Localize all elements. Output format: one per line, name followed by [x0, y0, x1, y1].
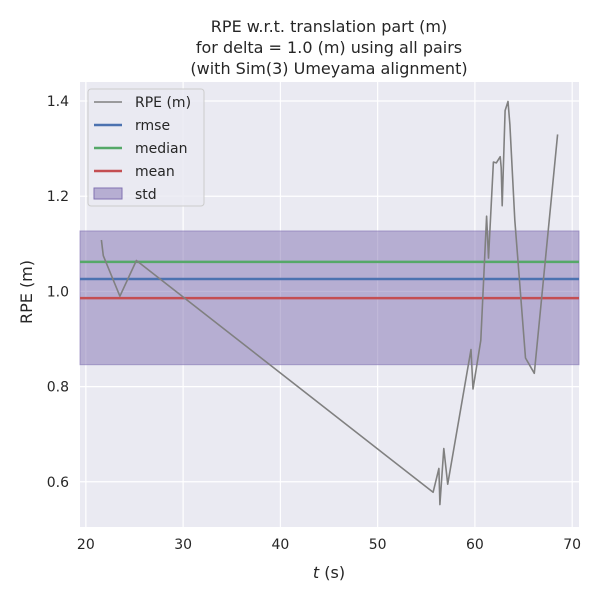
x-tick-labels: 20 30 40 50 60 70	[77, 537, 581, 553]
legend-label-mean: mean	[135, 164, 175, 180]
y-axis-label: RPE (m)	[17, 260, 36, 324]
series-line-rpe	[100, 100, 559, 506]
legend: RPE (m) rmse median mean std	[87, 88, 205, 207]
legend-label-rpe: RPE (m)	[135, 95, 191, 111]
x-tick-label: 50	[369, 537, 387, 553]
stat-lines	[80, 260, 579, 300]
legend-label-rmse: rmse	[135, 118, 170, 134]
y-tick-labels: 0.6 0.8 1.0 1.2 1.4	[47, 94, 69, 491]
x-axis-label-unit: (s)	[319, 563, 345, 582]
y-tick-label: 1.2	[47, 189, 69, 205]
title-line-1: RPE w.r.t. translation part (m)	[211, 17, 447, 36]
x-tick-label: 20	[77, 537, 95, 553]
title-line-2: for delta = 1.0 (m) using all pairs	[196, 38, 462, 57]
series-layer	[100, 100, 559, 506]
x-tick-label: 70	[563, 537, 581, 553]
x-axis-label: t (s)	[313, 563, 345, 582]
legend-label-median: median	[135, 141, 187, 157]
y-tick-label: 0.6	[47, 475, 69, 491]
legend-swatch-std	[93, 187, 123, 200]
y-tick-label: 1.4	[47, 94, 69, 110]
x-tick-label: 60	[466, 537, 484, 553]
y-tick-label: 0.8	[47, 380, 69, 396]
x-tick-label: 30	[174, 537, 192, 553]
title-line-3: (with Sim(3) Umeyama alignment)	[190, 59, 467, 78]
x-axis-label-var: t	[313, 563, 320, 582]
legend-label-std: std	[135, 187, 157, 203]
legend-frame	[87, 88, 205, 207]
y-tick-label: 1.0	[47, 284, 69, 300]
chart-title: RPE w.r.t. translation part (m) for delt…	[190, 17, 467, 78]
x-tick-label: 40	[271, 537, 289, 553]
